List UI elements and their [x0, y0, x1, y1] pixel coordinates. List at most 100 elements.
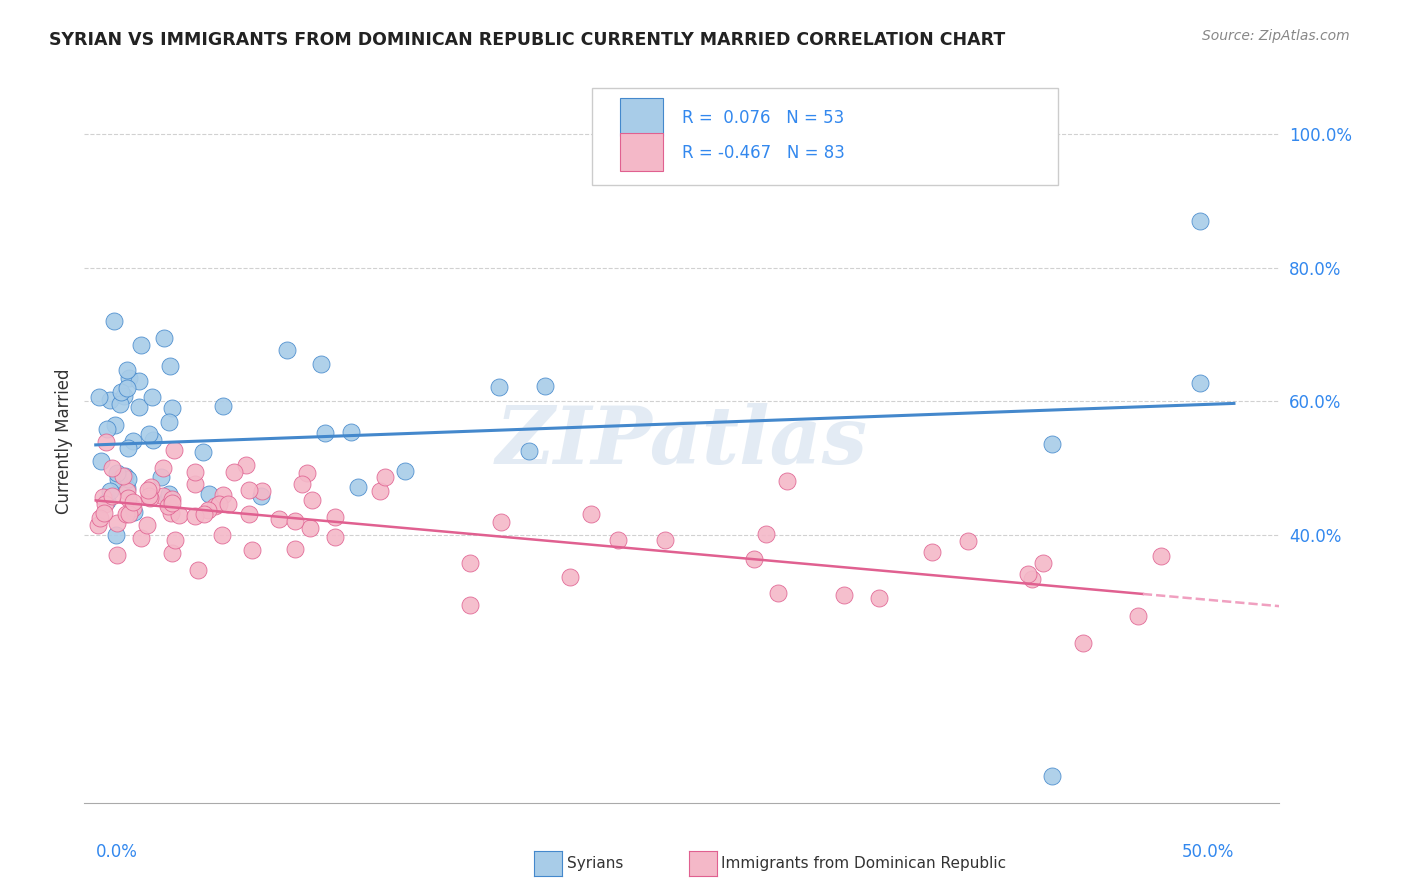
Point: [117, 491, 139, 505]
Point: [394, 464, 416, 478]
Point: [217, 497, 239, 511]
Point: [240, 542, 263, 557]
Point: [117, 484, 139, 499]
Text: R = -0.467   N = 83: R = -0.467 N = 83: [682, 144, 845, 161]
Point: [868, 591, 890, 605]
Point: [368, 483, 391, 498]
Point: [152, 489, 174, 503]
Point: [347, 480, 370, 494]
Point: [100, 461, 122, 475]
Point: [141, 480, 163, 494]
Point: [250, 484, 273, 499]
Point: [139, 491, 162, 505]
Point: [284, 541, 307, 556]
Point: [284, 514, 307, 528]
Point: [96, 435, 118, 450]
FancyBboxPatch shape: [620, 133, 662, 170]
Point: [193, 507, 215, 521]
Point: [117, 363, 139, 377]
Point: [135, 517, 157, 532]
Point: [131, 531, 153, 545]
Point: [1150, 549, 1173, 564]
Point: [184, 476, 207, 491]
Point: [323, 510, 346, 524]
Point: [211, 528, 233, 542]
Point: [87, 518, 110, 533]
Point: [212, 488, 235, 502]
Point: [323, 530, 346, 544]
Point: [1021, 572, 1043, 586]
Point: [128, 374, 150, 388]
Point: [607, 533, 630, 547]
Point: [117, 441, 139, 455]
Point: [1017, 567, 1039, 582]
Point: [654, 533, 676, 547]
Point: [295, 466, 318, 480]
Point: [489, 515, 512, 529]
Point: [104, 417, 127, 432]
Point: [117, 472, 139, 486]
Point: [108, 397, 131, 411]
Point: [104, 528, 127, 542]
Point: [111, 468, 134, 483]
Y-axis label: Currently Married: Currently Married: [55, 368, 73, 515]
Point: [581, 508, 603, 522]
Point: [163, 442, 186, 457]
Point: [115, 507, 138, 521]
Point: [276, 343, 298, 357]
Point: [112, 389, 135, 403]
Point: [208, 497, 231, 511]
Point: [93, 497, 115, 511]
Point: [118, 508, 141, 522]
Point: [105, 516, 128, 530]
Point: [89, 390, 111, 404]
Point: [124, 505, 146, 519]
Point: [197, 487, 219, 501]
Point: [141, 390, 163, 404]
Point: [122, 501, 145, 516]
Point: [160, 401, 183, 415]
Point: [131, 338, 153, 352]
Point: [101, 489, 124, 503]
Point: [1032, 557, 1054, 571]
Point: [110, 385, 132, 400]
Point: [184, 465, 207, 479]
Point: [558, 570, 581, 584]
Point: [150, 470, 173, 484]
Point: [309, 357, 332, 371]
Point: [776, 474, 799, 488]
Point: [90, 453, 112, 467]
Point: [250, 489, 273, 503]
FancyBboxPatch shape: [592, 87, 1059, 185]
Text: SYRIAN VS IMMIGRANTS FROM DOMINICAN REPUBLIC CURRENTLY MARRIED CORRELATION CHART: SYRIAN VS IMMIGRANTS FROM DOMINICAN REPU…: [49, 31, 1005, 49]
Point: [212, 399, 235, 413]
Point: [1126, 608, 1149, 623]
Point: [458, 598, 481, 612]
Point: [754, 526, 776, 541]
Text: R =  0.076   N = 53: R = 0.076 N = 53: [682, 109, 844, 127]
FancyBboxPatch shape: [620, 98, 662, 136]
Point: [138, 489, 160, 503]
Point: [742, 551, 765, 566]
Point: [238, 508, 260, 522]
Point: [299, 521, 322, 535]
Point: [1073, 636, 1095, 650]
Point: [301, 493, 323, 508]
Point: [519, 443, 541, 458]
Point: [136, 483, 159, 498]
Point: [834, 589, 856, 603]
Text: Syrians: Syrians: [567, 856, 623, 871]
Point: [152, 461, 174, 475]
Point: [1040, 769, 1063, 783]
Point: [1188, 376, 1211, 390]
Point: [103, 314, 125, 328]
Point: [128, 401, 150, 415]
Point: [117, 370, 139, 384]
Point: [340, 425, 363, 439]
Point: [160, 496, 183, 510]
Point: [458, 557, 481, 571]
Point: [162, 492, 184, 507]
Point: [160, 506, 183, 520]
Point: [91, 490, 114, 504]
Point: [957, 534, 980, 549]
